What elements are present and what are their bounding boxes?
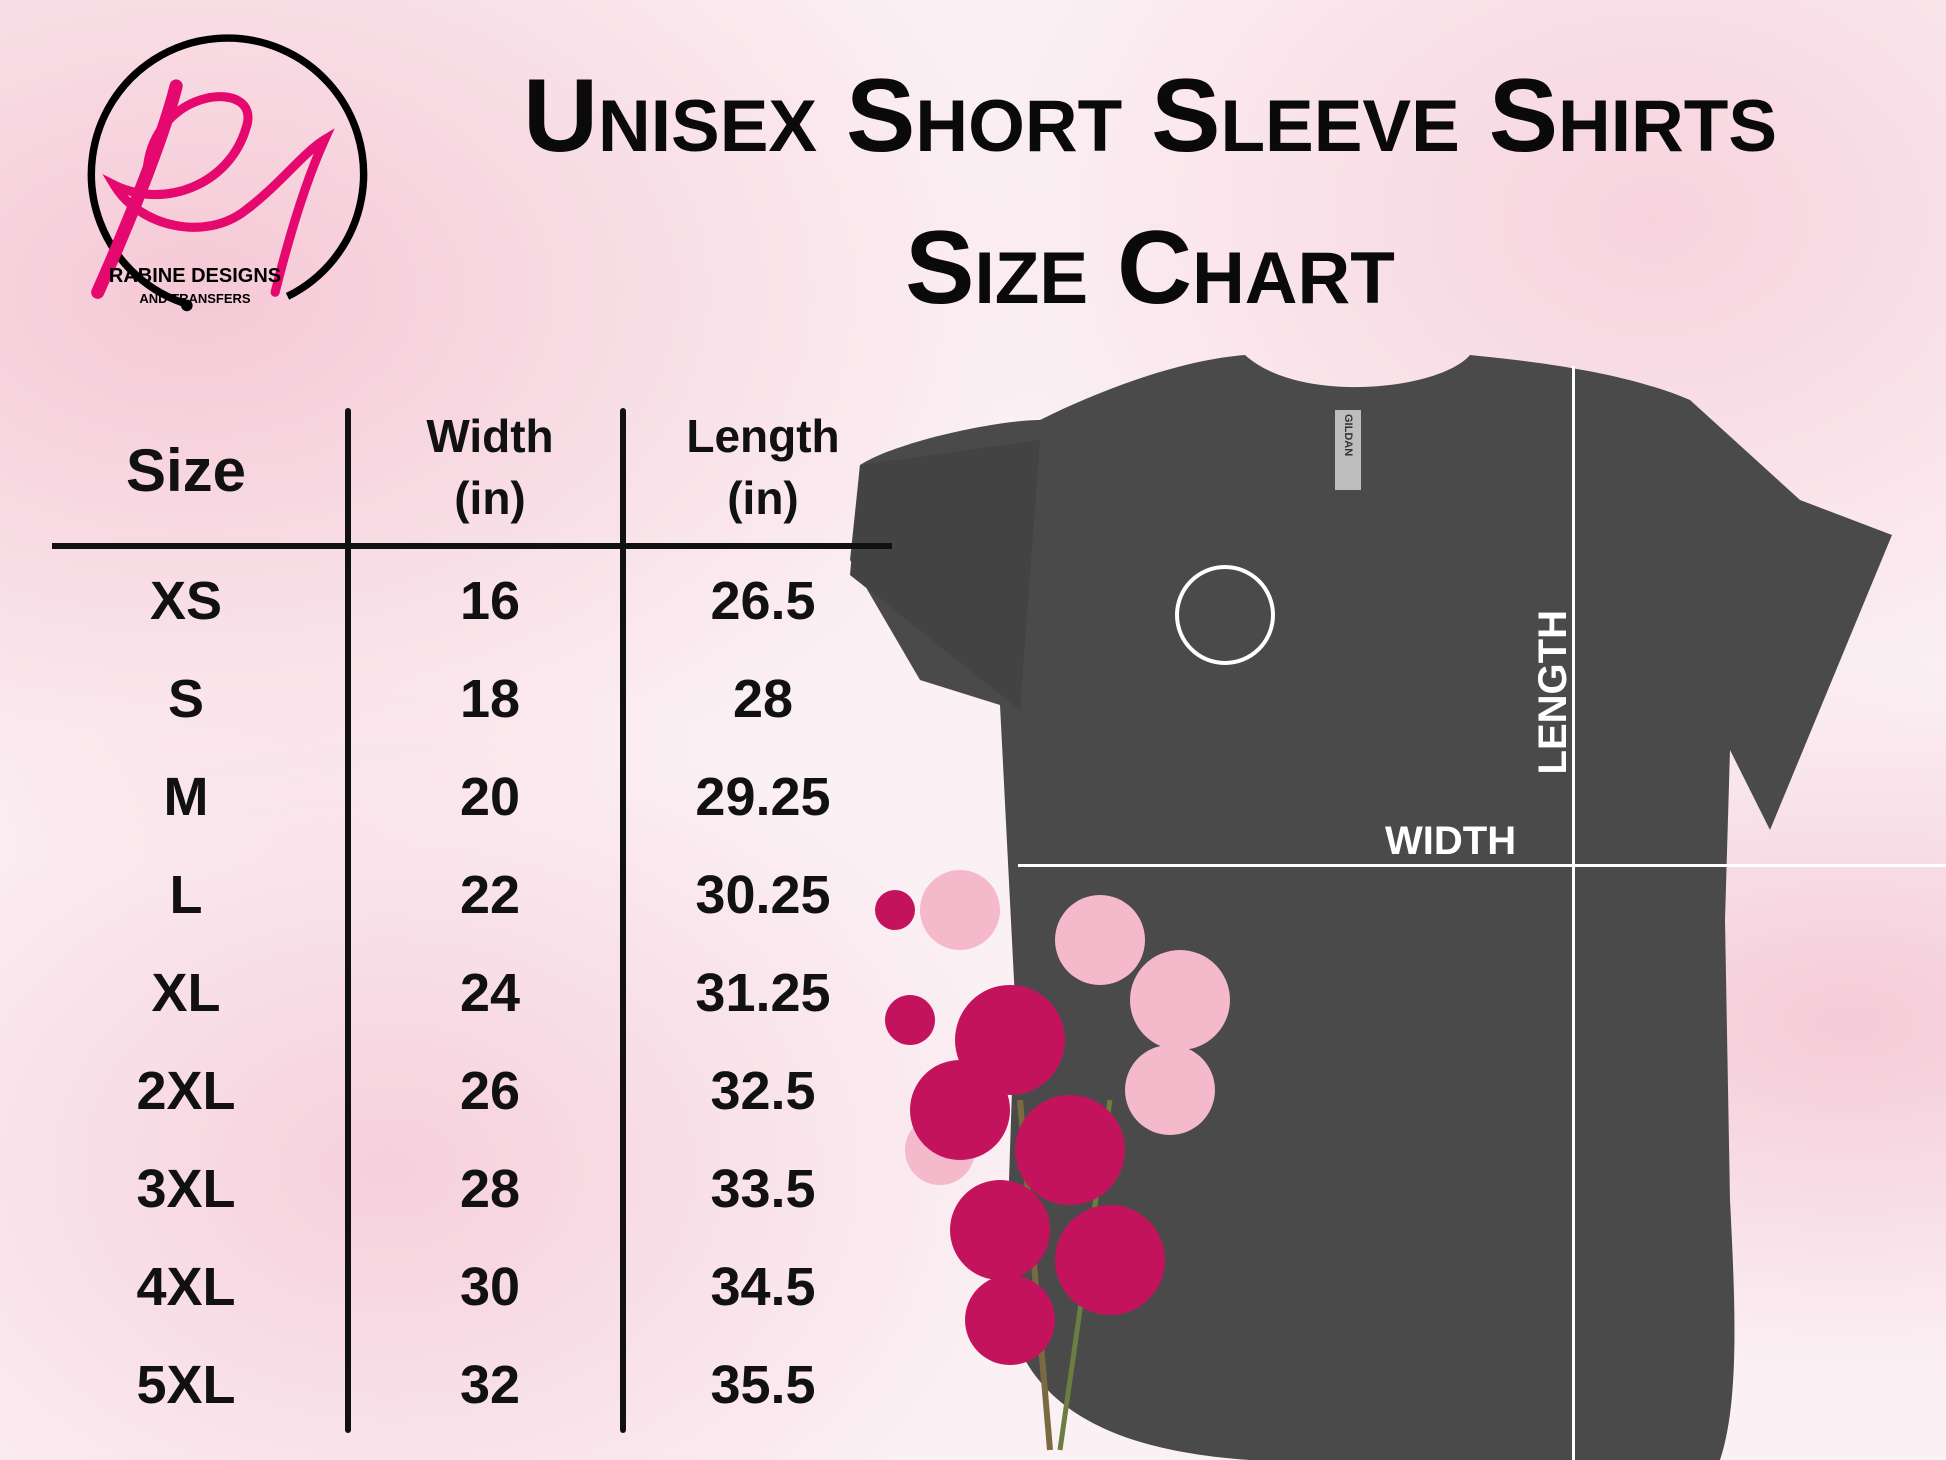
table-cell-size: 2XL: [136, 1061, 236, 1121]
length-label: LENGTH: [1531, 610, 1575, 775]
header-divider: [52, 543, 892, 549]
table-cell-size: S: [167, 669, 205, 729]
table-cell-length: 33.5: [710, 1159, 816, 1219]
table-cell-size: 5XL: [136, 1355, 236, 1415]
table-cell-width: 22: [459, 865, 521, 925]
table-cell-length: 32.5: [710, 1061, 816, 1121]
table-cell-width: 26: [459, 1061, 521, 1121]
table-cell-width: 16: [459, 571, 521, 631]
title-line-1: Unisex Short Sleeve Shirts: [390, 56, 1910, 176]
logo-tagline: AND TRANSFERS: [139, 291, 251, 306]
table-cell-width: 30: [459, 1257, 521, 1317]
table-cell-length: 35.5: [710, 1355, 816, 1415]
shirt-tag-label: GILDAN: [1342, 414, 1354, 457]
table-cell-width: 28: [459, 1159, 521, 1219]
table-cell-length: 29.25: [695, 767, 831, 827]
logo-mark: [87, 34, 368, 312]
table-cell-size: L: [169, 865, 203, 925]
table-cell-width: 18: [459, 669, 521, 729]
table-cell-size: M: [163, 767, 209, 827]
table-cell-length: 34.5: [710, 1257, 816, 1317]
header-length: Length (in): [686, 410, 840, 524]
table-cell-width: 32: [459, 1355, 521, 1415]
header-size: Size: [125, 437, 247, 504]
orchid-flowers-decoration: [875, 870, 1230, 1451]
logo-brand: RABINE DESIGNS: [108, 265, 282, 287]
table-cell-width: 24: [459, 963, 521, 1023]
width-label: WIDTH: [1385, 819, 1517, 863]
column-divider: [620, 408, 626, 1433]
column-divider: [345, 408, 351, 1433]
header-width: Width (in): [426, 410, 554, 524]
table-cell-length: 30.25: [695, 865, 831, 925]
title-line-2: Size Chart: [390, 208, 1910, 328]
width-guide-line: [1018, 864, 1946, 867]
table-cell-size: 4XL: [136, 1257, 236, 1317]
table-cell-length: 31.25: [695, 963, 831, 1023]
title-text: Unisex Short Sleeve Shirts: [522, 58, 1778, 174]
logo: RABINE DESIGNS AND TRANSFERS: [40, 25, 370, 345]
table-cell-size: XL: [151, 963, 221, 1023]
table-cell-size: XS: [149, 571, 223, 631]
table-cell-length: 28: [732, 669, 794, 729]
table-cell-size: 3XL: [136, 1159, 236, 1219]
shirt-logo-icon: [1175, 565, 1275, 665]
length-guide-line: [1572, 366, 1575, 1460]
table-cell-length: 26.5: [710, 571, 816, 631]
subtitle-text: Size Chart: [905, 210, 1395, 326]
shirt-tag: [1335, 410, 1361, 490]
table-cell-width: 20: [459, 767, 521, 827]
